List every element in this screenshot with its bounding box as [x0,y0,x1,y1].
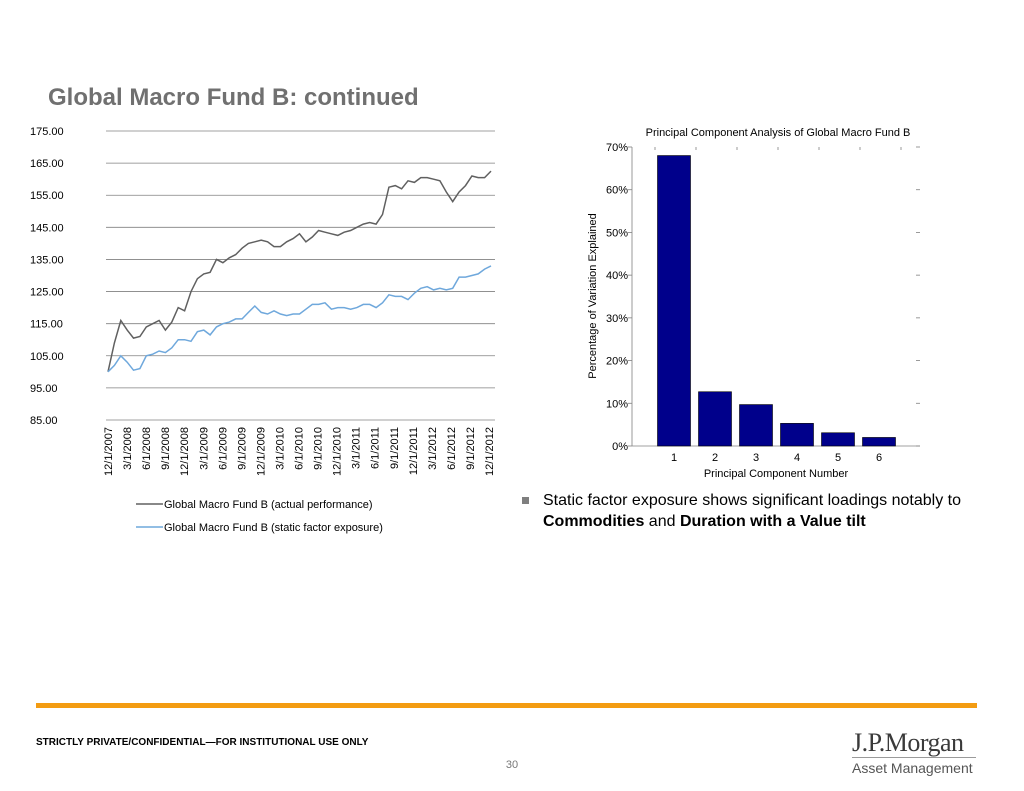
line-chart-y-tick-label: 145.00 [30,222,64,234]
bullet-square-icon [522,497,529,504]
line-chart-series-2 [107,265,492,373]
bar-chart-y-tick-label: 30% [606,313,628,325]
line-chart-x-tick-label: 3/1/2011 [351,427,363,469]
bar-component-6 [862,437,896,447]
line-chart-x-tick-label: 3/1/2010 [274,427,286,470]
line-chart-y-tick-label: 175.00 [30,126,64,138]
legend-label-1: Global Macro Fund B (actual performance) [164,499,372,511]
bar-component-3 [739,404,773,447]
line-chart-x-tick-label: 12/1/2011 [408,427,420,475]
bar-chart-x-tick-label: 2 [712,452,718,464]
line-chart-x-tick-label: 9/1/2012 [465,427,477,470]
line-chart-x-tick-label: 6/1/2009 [217,427,229,470]
line-chart-y-tick-label: 115.00 [30,319,63,331]
bar-chart-y-tick-label: 70% [606,142,628,154]
line-chart-x-tick-label: 6/1/2010 [294,427,306,470]
footer-divider [36,703,977,708]
line-chart-x-tick-label: 9/1/2011 [389,427,401,469]
bullet-bold-commodities: Commodities [543,513,645,530]
bar-component-5 [821,432,855,447]
bar-component-2 [698,391,732,447]
bar-chart-x-tick-label: 4 [794,452,800,464]
bar-chart-title: Principal Component Analysis of Global M… [646,127,911,139]
bullet-text-prefix: Static factor exposure shows significant… [543,492,962,509]
bullet-point: Static factor exposure shows significant… [522,490,992,532]
confidential-notice: STRICTLY PRIVATE/CONFIDENTIAL—FOR INSTIT… [36,737,369,748]
line-chart-y-tick-label: 105.00 [30,351,64,363]
bar-chart-y-tick-label: 60% [606,185,628,197]
line-chart-x-tick-label: 6/1/2011 [370,427,382,469]
page-title: Global Macro Fund B: continued [48,84,419,111]
line-chart-x-tick-label: 6/1/2008 [141,427,153,470]
line-chart-x-tick-label: 12/1/2007 [103,427,115,476]
line-chart-x-tick-label: 9/1/2010 [313,427,325,470]
bar-chart-y-tick-label: 20% [606,356,628,368]
line-chart-y-tick-label: 165.00 [30,158,64,170]
line-chart-x-tick-label: 12/1/2009 [255,427,267,476]
page-number: 30 [505,759,519,771]
bar-chart-y-tick-label: 10% [606,398,628,410]
line-chart-x-tick-label: 3/1/2008 [122,427,134,470]
bar-chart-y-tick-label: 40% [606,270,628,282]
line-chart-y-tick-label: 155.00 [30,190,64,202]
bar-chart-y-tick-label: 0% [612,441,628,453]
line-chart-x-tick-label: 3/1/2012 [427,427,439,470]
line-chart-y-tick-label: 125.00 [30,287,64,299]
line-chart-x-tick-label: 12/1/2008 [179,427,191,476]
bullet-text-middle: and [644,513,680,530]
line-chart-x-tick-label: 12/1/2012 [484,427,496,476]
line-chart-x-tick-label: 6/1/2012 [446,427,458,470]
bar-chart-x-tick-label: 5 [835,452,841,464]
logo-wordmark: J.P.Morgan [852,728,964,757]
bar-component-1 [657,155,691,447]
line-chart-x-tick-label: 12/1/2010 [332,427,344,476]
bullet-bold-duration: Duration with a Value tilt [679,513,866,530]
bar-component-4 [780,423,814,447]
legend-label-2: Global Macro Fund B (static factor expos… [164,522,383,534]
bar-chart-x-tick-label: 6 [876,452,882,464]
bar-chart-x-axis-label: Principal Component Number [704,468,849,480]
line-chart-y-tick-label: 95.00 [30,383,58,395]
bullet-text: Static factor exposure shows significant… [543,490,992,532]
line-chart-y-tick-label: 85.00 [30,415,58,427]
bar-chart-x-tick-label: 3 [753,452,759,464]
line-chart-series-1 [107,170,492,372]
bar-chart-x-tick-label: 1 [671,452,677,464]
logo-rule [852,757,976,758]
logo-subtitle: Asset Management [852,760,973,776]
bar-chart-y-tick-label: 50% [606,227,628,239]
line-chart-x-tick-label: 9/1/2009 [236,427,248,470]
line-chart-x-tick-label: 9/1/2008 [160,427,172,470]
bar-chart-y-axis-label: Percentage of Variation Explained [587,213,599,379]
line-chart-y-tick-label: 135.00 [30,254,64,266]
jpmorgan-logo: J.P.Morgan Asset Management [852,730,982,776]
line-chart-x-tick-label: 3/1/2009 [198,427,210,470]
